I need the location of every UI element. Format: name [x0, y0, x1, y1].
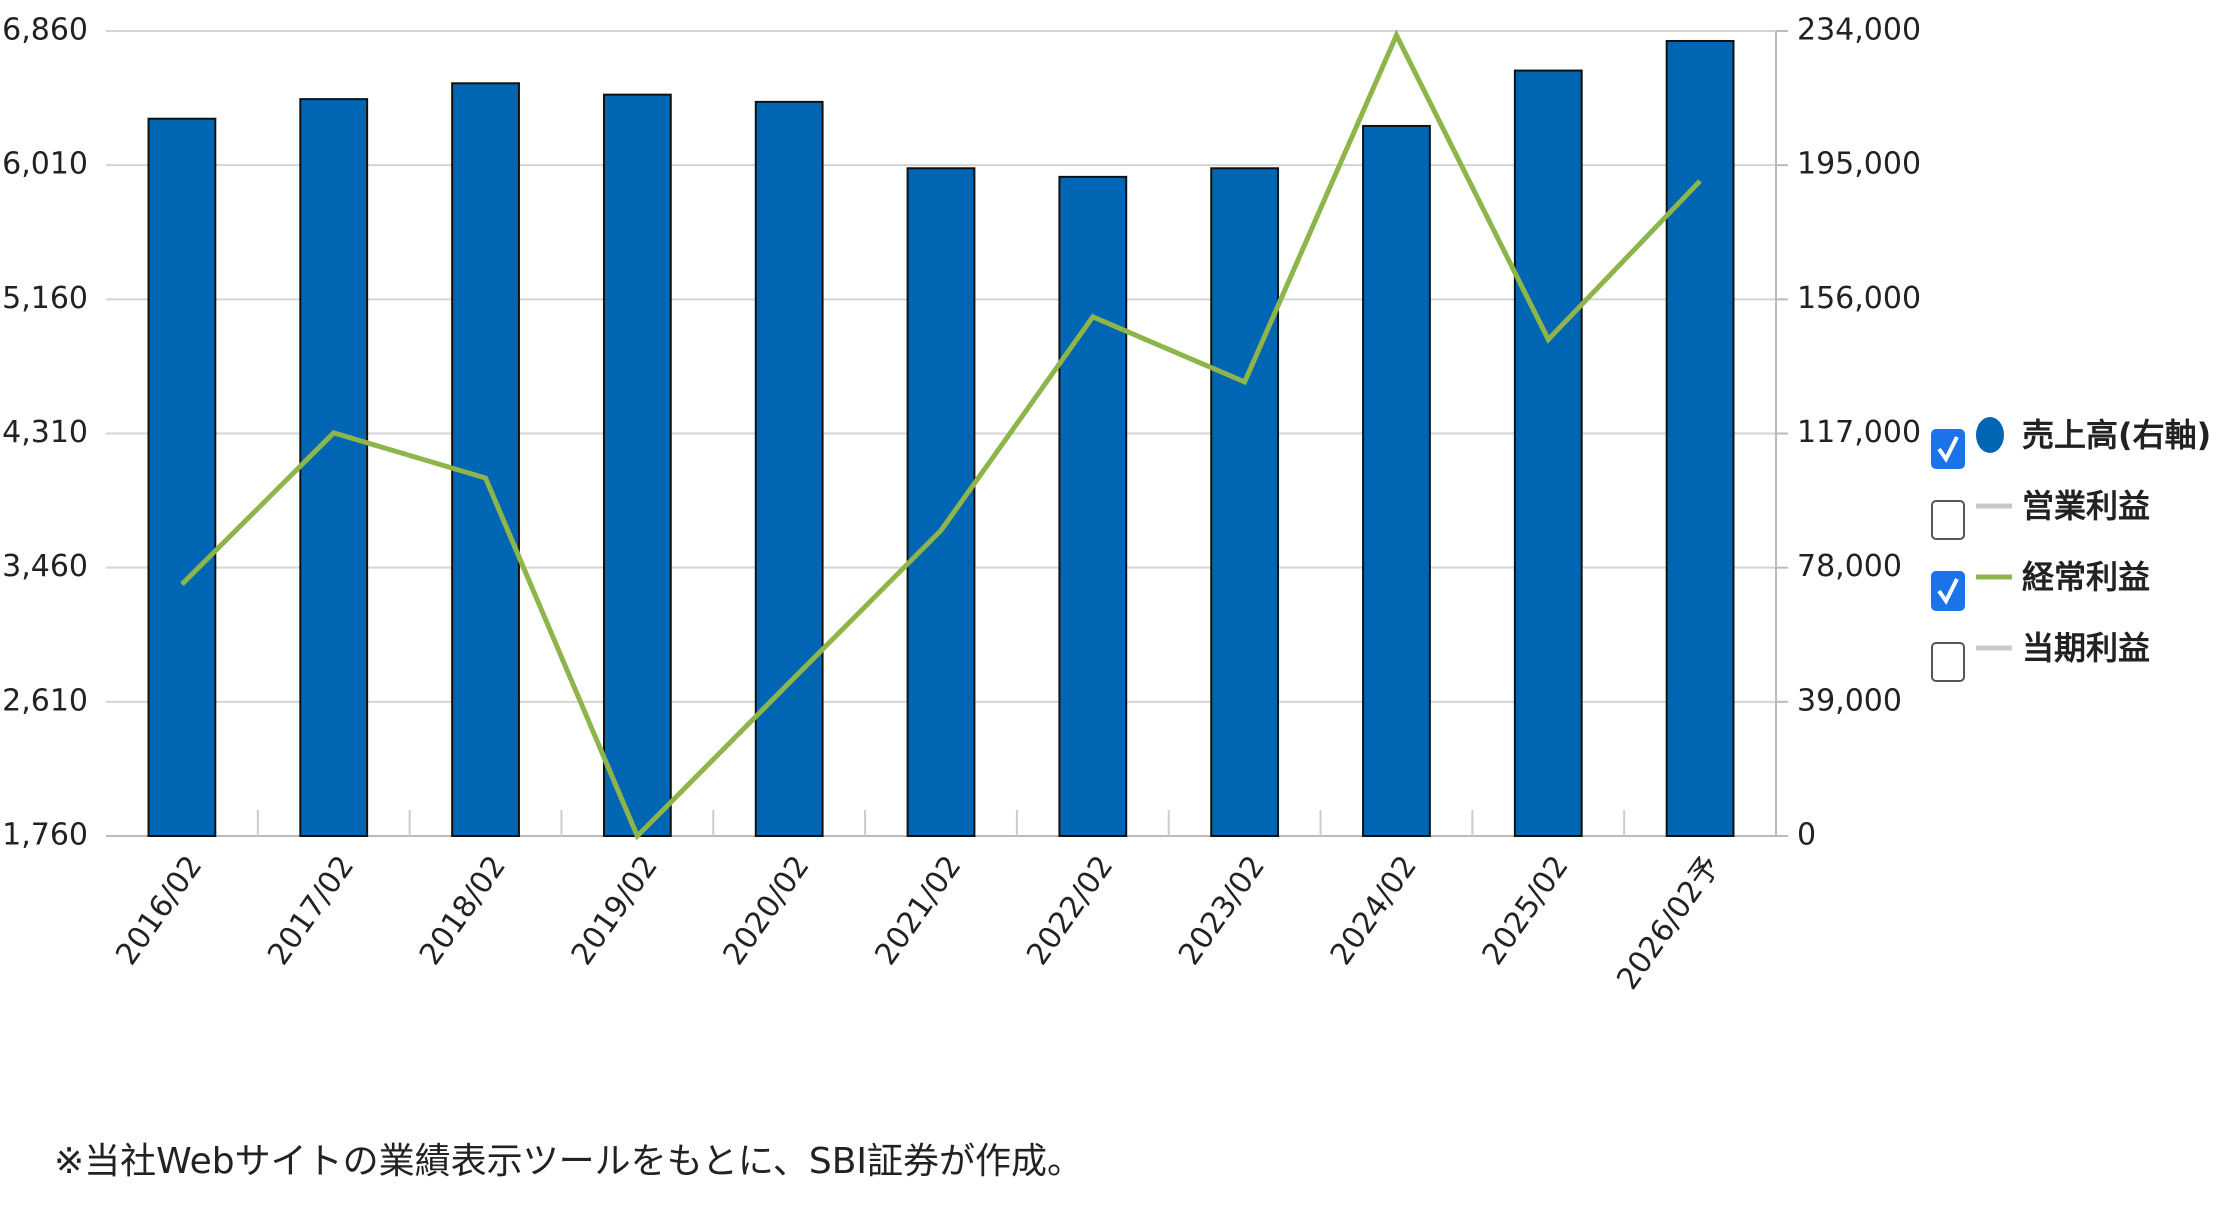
legend-checkbox: [1931, 571, 1965, 611]
bar: [299, 98, 369, 838]
legend-label: 当期利益: [2022, 629, 2150, 667]
y2-tick-label: 117,000: [1797, 415, 1921, 450]
legend-check: [1937, 436, 1959, 463]
x-tick-label: 2016/02: [109, 849, 209, 971]
bar: [1362, 124, 1431, 837]
x-tick-label: 2019/02: [565, 849, 665, 971]
y2-tick-label: 0: [1797, 818, 1816, 853]
x-tick-label: 2025/02: [1476, 849, 1576, 971]
x-tick-label: 2023/02: [1172, 849, 1272, 971]
bar: [1210, 167, 1280, 837]
y2-tick-label: 195,000: [1797, 147, 1921, 182]
y-tick-label: 6,010: [2, 147, 88, 182]
bar: [147, 117, 217, 837]
legend-checkbox: [1931, 642, 1965, 682]
bar: [1665, 39, 1735, 837]
bar: [1513, 69, 1583, 838]
legend-label: 経常利益: [2022, 558, 2150, 596]
x-tick-label: 2021/02: [868, 849, 968, 971]
y2-tick-label: 234,000: [1797, 13, 1921, 48]
legend-item[interactable]: 当期利益: [1931, 629, 2150, 682]
legend-item[interactable]: 売上高(右軸): [1931, 416, 2211, 469]
legend-item[interactable]: 経常利益: [1931, 558, 2150, 611]
legend-item[interactable]: 営業利益: [1931, 487, 2150, 540]
y-tick-label: 4,310: [2, 415, 88, 450]
legend-check: [1937, 578, 1959, 605]
bar: [754, 100, 824, 838]
legend-checkbox: [1931, 429, 1965, 469]
bar: [451, 82, 520, 838]
bar: [906, 167, 976, 837]
x-tick-label: 2017/02: [261, 849, 361, 971]
bar: [1058, 175, 1128, 838]
y-tick-label: 1,760: [2, 818, 88, 853]
legend-label: 営業利益: [2022, 487, 2150, 525]
x-tick-label: 2018/02: [413, 849, 513, 971]
footnote: ※当社Webサイトの業績表示ツールをもとに、SBI証券が作成。: [54, 1141, 1083, 1182]
y2-tick-label: 156,000: [1797, 281, 1921, 316]
y-tick-label: 2,610: [2, 683, 88, 718]
legend-label: 売上高(右軸): [2022, 416, 2211, 454]
legend-marker: [1976, 417, 2004, 453]
y2-tick-label: 39,000: [1797, 683, 1902, 718]
bar: [602, 93, 672, 837]
x-tick-label: 2020/02: [717, 849, 817, 971]
y-tick-label: 6,860: [2, 13, 88, 48]
y-tick-label: 3,460: [2, 549, 88, 584]
legend-checkbox: [1931, 500, 1965, 540]
y2-tick-label: 78,000: [1797, 549, 1902, 584]
x-tick-label: 2022/02: [1020, 849, 1120, 971]
line: [180, 29, 1702, 841]
x-tick-label: 2024/02: [1324, 849, 1424, 971]
x-tick-label: 2026/02予: [1610, 849, 1727, 996]
y-tick-label: 5,160: [2, 281, 88, 316]
